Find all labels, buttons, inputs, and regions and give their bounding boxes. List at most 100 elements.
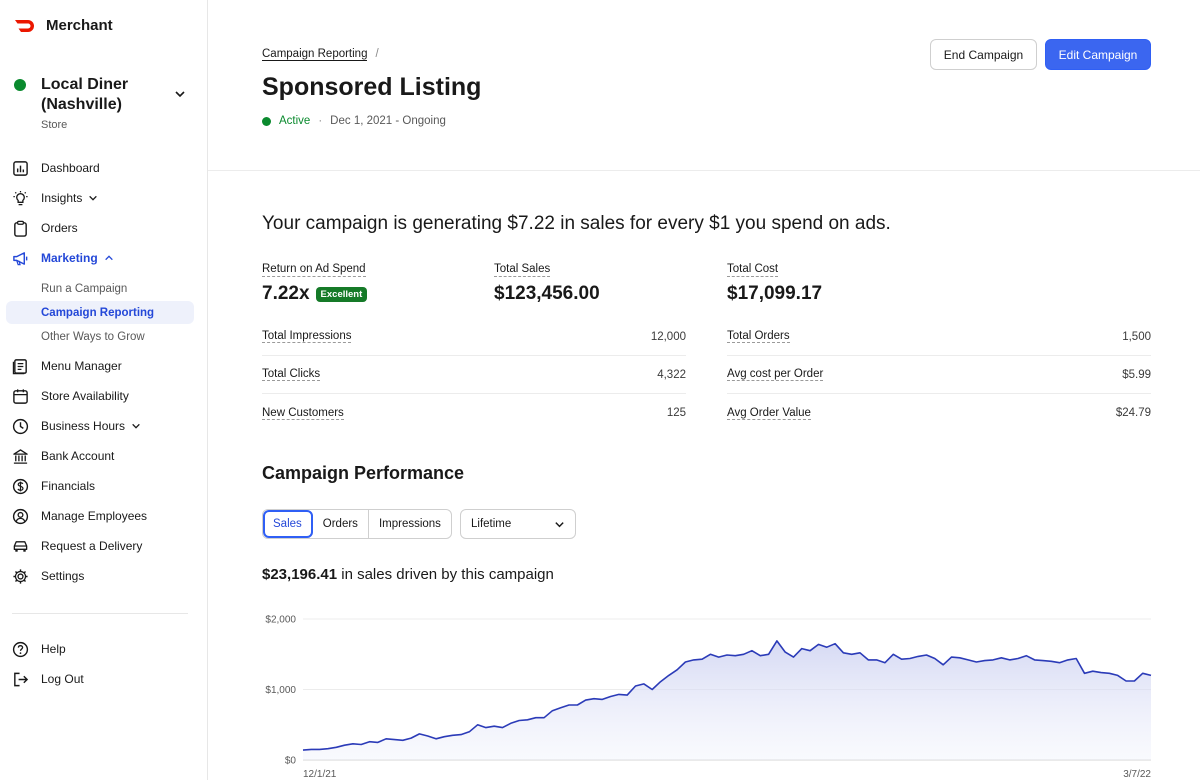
main-content: Campaign Reporting / Sponsored Listing A… — [208, 0, 1200, 780]
metric-value: 4,322 — [657, 368, 686, 381]
dollar-circle-icon — [12, 478, 29, 494]
sidebar-item-dashboard[interactable]: Dashboard — [0, 155, 200, 181]
end-campaign-button[interactable]: End Campaign — [930, 39, 1037, 70]
kpi-label[interactable]: Total Cost — [727, 263, 779, 277]
status-label: Active — [279, 115, 311, 127]
edit-campaign-button[interactable]: Edit Campaign — [1045, 39, 1151, 70]
metric-row: New Customers 125 — [262, 394, 686, 432]
breadcrumb-link[interactable]: Campaign Reporting — [262, 48, 368, 61]
x-tick-label: 3/7/22 — [1123, 769, 1151, 780]
sidebar-item-label: Help — [41, 642, 66, 656]
y-tick-label: $0 — [285, 756, 297, 767]
chevron-down-icon — [89, 195, 98, 201]
metric-value: 1,500 — [1122, 330, 1151, 343]
date-range-select[interactable]: Lifetime — [460, 509, 576, 539]
sidebar-item-label: Marketing — [41, 251, 98, 265]
campaign-status: Active · Dec 1, 2021 - Ongoing — [262, 115, 446, 127]
sidebar-item-label: Bank Account — [41, 449, 115, 463]
sidebar-subitem-campaign-reporting[interactable]: Campaign Reporting — [6, 301, 194, 324]
help-icon — [12, 641, 29, 657]
header-divider — [208, 170, 1200, 171]
sidebar-item-label: Financials — [41, 479, 96, 493]
metric-value: 12,000 — [650, 330, 686, 343]
store-status-dot — [14, 79, 26, 91]
person-circle-icon — [12, 508, 29, 524]
tab-sales[interactable]: Sales — [263, 510, 313, 538]
metric-value: $5.99 — [1122, 368, 1151, 381]
sidebar-item-settings[interactable]: Settings — [0, 563, 200, 589]
kpi-value: 7.22x — [262, 283, 310, 304]
store-name: Local Diner (Nashville) — [41, 76, 129, 113]
car-icon — [13, 540, 28, 552]
sidebar-item-log-out[interactable]: Log Out — [0, 666, 200, 692]
chart-icon — [13, 160, 28, 176]
calendar-icon — [13, 388, 28, 404]
kpi-total-cost: Total Cost $17,099.17 — [727, 259, 822, 305]
campaign-date-range: Dec 1, 2021 - Ongoing — [330, 115, 446, 127]
metric-label[interactable]: Total Orders — [727, 330, 790, 343]
clock-icon — [12, 418, 29, 434]
sidebar-item-manage-employees[interactable]: Manage Employees — [0, 503, 200, 529]
chevron-down-icon[interactable] — [174, 88, 186, 100]
sidebar-item-menu-manager[interactable]: Menu Manager — [0, 353, 200, 379]
sidebar-item-store-availability[interactable]: Store Availability — [0, 383, 200, 409]
sales-summary: $23,196.41 in sales driven by this campa… — [262, 566, 554, 583]
sidebar-item-label: Store Availability — [41, 389, 129, 403]
y-tick-label: $2,000 — [265, 615, 296, 626]
metric-value: $24.79 — [1115, 407, 1151, 419]
metric-label[interactable]: Total Clicks — [262, 368, 321, 381]
section-title: Campaign Performance — [262, 463, 465, 483]
metric-label[interactable]: New Customers — [262, 406, 344, 420]
sidebar-item-business-hours[interactable]: Business Hours — [0, 413, 200, 439]
sales-chart: $0 $1,000 $2,000 12/1/21 3/7/22 — [265, 615, 1152, 780]
sales-summary-value: $23,196.41 — [262, 566, 338, 583]
sidebar-item-label: Settings — [41, 569, 85, 583]
sidebar-item-label: Log Out — [41, 672, 84, 686]
sidebar-item-orders[interactable]: Orders — [0, 215, 200, 241]
sidebar-item-request-a-delivery[interactable]: Request a Delivery — [0, 533, 200, 559]
bank-icon — [13, 448, 28, 464]
metric-label[interactable]: Avg cost per Order — [727, 368, 824, 381]
sidebar-item-help[interactable]: Help — [0, 636, 200, 662]
kpi-return-on-ad-spend: Return on Ad Spend 7.22x Excellent — [262, 259, 368, 305]
date-range-value: Lifetime — [471, 518, 512, 530]
metric-label[interactable]: Avg Order Value — [727, 406, 811, 420]
kpi-total-sales: Total Sales $123,456.00 — [494, 259, 600, 305]
app-name: Merchant — [46, 17, 113, 34]
megaphone-icon — [13, 251, 28, 265]
series-line — [302, 640, 1152, 751]
sidebar-item-marketing[interactable]: Marketing — [0, 245, 200, 271]
sidebar-item-bank-account[interactable]: Bank Account — [0, 443, 200, 469]
brand[interactable]: Merchant — [14, 17, 113, 34]
kpi-label[interactable]: Total Sales — [494, 263, 551, 277]
kpi-value: $123,456.00 — [494, 283, 600, 304]
breadcrumb: Campaign Reporting / — [262, 48, 379, 61]
status-dot — [262, 116, 271, 126]
series-area — [303, 640, 1151, 760]
sidebar: Merchant Local Diner (Nashville) Store D… — [0, 0, 208, 780]
metric-row: Total Clicks 4,322 — [262, 356, 686, 394]
roas-headline: Your campaign is generating $7.22 in sal… — [262, 213, 891, 234]
sidebar-item-insights[interactable]: Insights — [0, 185, 200, 211]
metric-row: Avg cost per Order $5.99 — [727, 356, 1151, 394]
sidebar-item-financials[interactable]: Financials — [0, 473, 200, 499]
status-badge: Excellent — [315, 286, 368, 302]
metric-value: 125 — [666, 407, 686, 419]
metric-label[interactable]: Total Impressions — [262, 330, 352, 343]
x-tick-label: 12/1/21 — [303, 769, 337, 780]
tab-impressions[interactable]: Impressions — [368, 510, 451, 538]
sidebar-subitem-run-a-campaign[interactable]: Run a Campaign — [41, 282, 128, 295]
gear-icon — [13, 568, 28, 584]
tab-orders[interactable]: Orders — [312, 510, 369, 538]
metric-row: Total Orders 1,500 — [727, 318, 1151, 356]
chart-series — [302, 640, 1152, 760]
sidebar-item-label: Orders — [41, 221, 78, 235]
metric-row: Total Impressions 12,000 — [262, 318, 686, 356]
kpi-label[interactable]: Return on Ad Spend — [262, 263, 366, 277]
menu-book-icon — [12, 358, 27, 374]
chevron-up-icon — [104, 255, 113, 261]
sidebar-subitem-other-ways-to-grow[interactable]: Other Ways to Grow — [41, 330, 145, 343]
metric-row: Avg Order Value $24.79 — [727, 394, 1151, 432]
sidebar-divider — [12, 613, 188, 614]
chart-y-axis: $0 $1,000 $2,000 — [265, 615, 296, 767]
